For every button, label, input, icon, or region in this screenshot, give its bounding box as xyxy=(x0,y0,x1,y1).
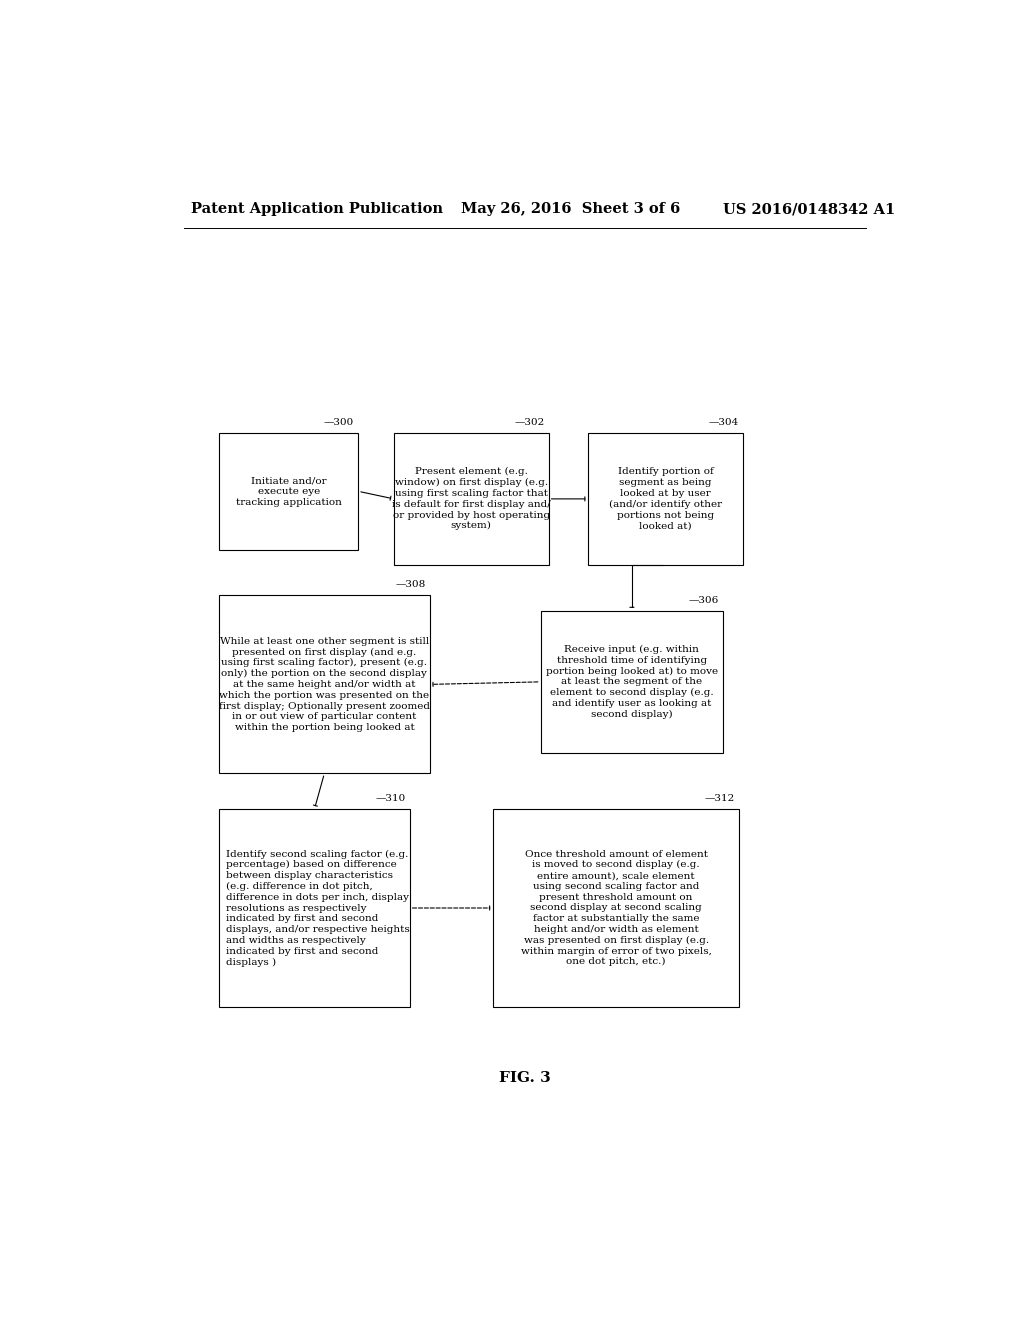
Text: Patent Application Publication: Patent Application Publication xyxy=(191,202,443,216)
Text: US 2016/0148342 A1: US 2016/0148342 A1 xyxy=(723,202,895,216)
Bar xyxy=(394,433,549,565)
Bar xyxy=(219,595,430,774)
Text: FIG. 3: FIG. 3 xyxy=(499,1072,551,1085)
Text: —300: —300 xyxy=(324,417,354,426)
Text: Receive input (e.g. within
threshold time of identifying
portion being looked at: Receive input (e.g. within threshold tim… xyxy=(546,644,718,719)
Text: Once threshold amount of element
is moved to second display (e.g.
entire amount): Once threshold amount of element is move… xyxy=(520,850,712,966)
Bar xyxy=(219,809,410,1007)
Bar xyxy=(494,809,739,1007)
Text: While at least one other segment is still
presented on first display (and e.g.
u: While at least one other segment is stil… xyxy=(219,636,430,733)
Text: —312: —312 xyxy=(705,793,735,803)
Bar xyxy=(541,611,723,752)
Text: Identify portion of
segment as being
looked at by user
(and/or identify other
po: Identify portion of segment as being loo… xyxy=(609,467,722,531)
Text: —310: —310 xyxy=(376,793,406,803)
Text: Identify second scaling factor (e.g.
percentage) based on difference
between dis: Identify second scaling factor (e.g. per… xyxy=(225,850,410,966)
Text: —302: —302 xyxy=(514,417,545,426)
Text: —306: —306 xyxy=(689,595,719,605)
Bar xyxy=(219,433,358,549)
Text: May 26, 2016  Sheet 3 of 6: May 26, 2016 Sheet 3 of 6 xyxy=(461,202,681,216)
Text: —308: —308 xyxy=(395,581,426,589)
Bar xyxy=(588,433,743,565)
Text: Present element (e.g.
window) on first display (e.g.
using first scaling factor : Present element (e.g. window) on first d… xyxy=(392,467,551,531)
Text: Initiate and/or
execute eye
tracking application: Initiate and/or execute eye tracking app… xyxy=(236,477,342,507)
Text: —304: —304 xyxy=(709,417,739,426)
